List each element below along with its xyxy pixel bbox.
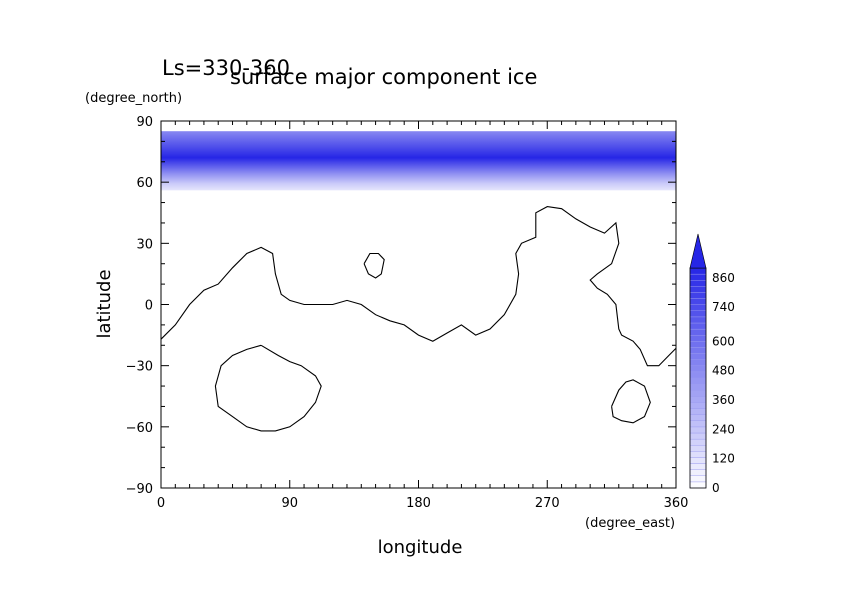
y-tick-label: 90 xyxy=(136,115,153,130)
x-tick-label: 360 xyxy=(664,496,689,511)
axis-ticks xyxy=(160,120,677,489)
colorbar-segment xyxy=(689,353,707,360)
x-units-label: (degree_east) xyxy=(585,516,675,531)
colorbar-segment xyxy=(689,292,707,299)
colorbar-segment xyxy=(689,359,707,366)
colorbar-segment xyxy=(689,390,707,397)
colorbar-segment xyxy=(689,310,707,318)
coastline-1 xyxy=(363,252,385,279)
colorbar-segment xyxy=(689,420,707,428)
colorbar-segment xyxy=(689,426,707,434)
colorbar-tick-label: 860 xyxy=(712,271,735,285)
x-tick-label: 0 xyxy=(157,496,165,511)
colorbar-tick-label: 120 xyxy=(712,452,735,466)
colorbar-segment xyxy=(689,408,707,415)
colorbar-tick-label: 600 xyxy=(712,334,735,348)
colorbar-tick-label: 0 xyxy=(712,481,720,495)
colorbar-segment xyxy=(689,273,707,281)
colorbar-segment xyxy=(689,438,707,446)
colorbar-segment xyxy=(689,335,707,342)
colorbar-segment xyxy=(689,341,707,348)
colorbar-segment xyxy=(689,463,707,470)
colorbar-segment xyxy=(689,365,707,373)
colorbar-segment xyxy=(689,402,707,409)
x-axis-label: longitude xyxy=(378,537,463,558)
colorbar-segment xyxy=(689,304,707,311)
colorbar-segment xyxy=(689,298,707,305)
colorbar-segment xyxy=(689,347,707,354)
colorbar-segment xyxy=(689,414,707,421)
colorbar-segment xyxy=(689,371,707,379)
colorbar-tick-label: 480 xyxy=(712,364,735,378)
x-tick-label: 270 xyxy=(535,496,560,511)
x-tick-labels: 0 90 180 270 360 xyxy=(157,496,689,511)
colorbar-tick-label: 360 xyxy=(712,393,735,407)
colorbar-segment xyxy=(689,286,707,293)
y-tick-label: −90 xyxy=(126,482,153,497)
colorbar-segment xyxy=(689,481,707,489)
coastline-2 xyxy=(214,344,322,432)
colorbar-segment xyxy=(689,322,707,330)
colorbar-segment xyxy=(689,280,707,287)
y-tick-label: −60 xyxy=(126,421,153,436)
colorbar: 0 120 240 360 480 600 740 860 xyxy=(689,233,735,495)
season-label: Ls=330-360 xyxy=(162,56,290,80)
chart-title: surface major component ice xyxy=(230,65,537,89)
colorbar-segment xyxy=(689,316,707,324)
colorbar-segment xyxy=(689,328,707,336)
colorbar-segment xyxy=(689,377,707,385)
colorbar-segment xyxy=(689,383,707,391)
colorbar-segment xyxy=(689,396,707,403)
colorbar-segment xyxy=(689,267,707,275)
coastlines xyxy=(161,206,676,432)
colorbar-tick-label: 240 xyxy=(712,422,735,436)
coastline-3 xyxy=(611,379,651,424)
y-units-label: (degree_north) xyxy=(85,91,182,106)
y-tick-label: −30 xyxy=(126,360,153,375)
y-tick-label: 30 xyxy=(136,237,153,252)
y-tick-label: 0 xyxy=(145,299,153,314)
y-tick-label: 60 xyxy=(136,176,153,191)
x-tick-label: 90 xyxy=(281,496,298,511)
plot-area xyxy=(160,120,677,489)
colorbar-segment xyxy=(689,451,707,458)
y-tick-labels: 90 60 30 0 −30 −60 −90 xyxy=(126,115,153,497)
colorbar-segment xyxy=(689,469,707,476)
ice-cap-field xyxy=(161,131,676,191)
colorbar-segment xyxy=(689,445,707,452)
colorbar-extend-arrow xyxy=(689,233,707,269)
colorbar-segment xyxy=(689,475,707,483)
y-axis-label: latitude xyxy=(94,269,115,338)
colorbar-segment xyxy=(689,457,707,464)
colorbar-segment xyxy=(689,432,707,440)
x-tick-label: 180 xyxy=(406,496,431,511)
colorbar-tick-label: 740 xyxy=(712,300,735,314)
coastline-0 xyxy=(161,206,676,367)
